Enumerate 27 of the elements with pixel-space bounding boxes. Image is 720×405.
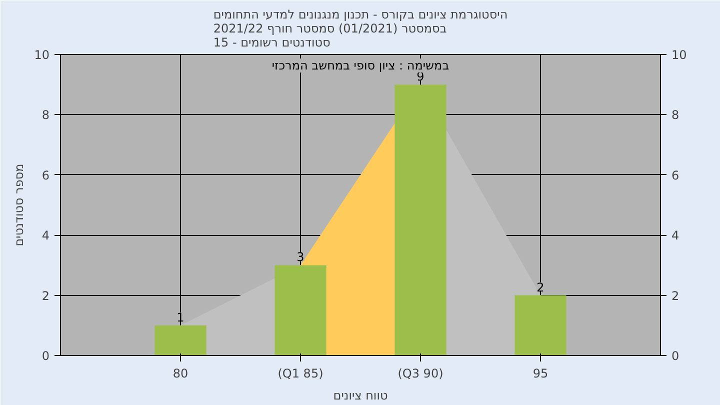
data-label: 2 bbox=[536, 280, 544, 294]
y2-tick-label: 2 bbox=[672, 288, 680, 303]
y-axis-title: מספר סטודנטים bbox=[12, 164, 26, 246]
x-tick-label: (Q1 85) bbox=[278, 366, 324, 380]
y2-tick-label: 10 bbox=[672, 48, 687, 62]
y2-tick-label: 6 bbox=[672, 168, 680, 182]
bar bbox=[514, 295, 566, 356]
y-tick-label: 0 bbox=[42, 349, 50, 363]
y-tick-label: 4 bbox=[42, 228, 50, 243]
y-tick-label: 10 bbox=[34, 48, 50, 62]
x-tick-label: (Q3 90) bbox=[398, 366, 444, 380]
bar bbox=[394, 84, 446, 356]
data-label: 1 bbox=[176, 310, 184, 324]
bar bbox=[154, 325, 206, 356]
annotation: במשימה : ציון סופי במחשב המרכזי bbox=[272, 58, 450, 72]
y2-tick-label: 8 bbox=[672, 108, 680, 122]
data-label: 3 bbox=[296, 250, 304, 264]
y-tick-label: 8 bbox=[42, 108, 50, 122]
x-axis-title: טווח ציונים bbox=[333, 388, 388, 402]
y-tick-label: 2 bbox=[42, 288, 50, 303]
bar bbox=[274, 265, 326, 356]
x-tick-label: 95 bbox=[532, 366, 548, 380]
chart-title: היסטוגרמת ציונים בקורס - תכנון מנגנונים למדעי התחומים בסמסטר (01/2021) סמסטר חורף 2021/22 סטודנטים רשומים - 15 bbox=[213, 8, 508, 50]
y2-tick-label: 0 bbox=[672, 349, 680, 363]
y2-tick-label: 4 bbox=[672, 228, 680, 243]
x-tick-label: 80 bbox=[172, 366, 188, 380]
y-tick-label: 6 bbox=[42, 168, 50, 182]
